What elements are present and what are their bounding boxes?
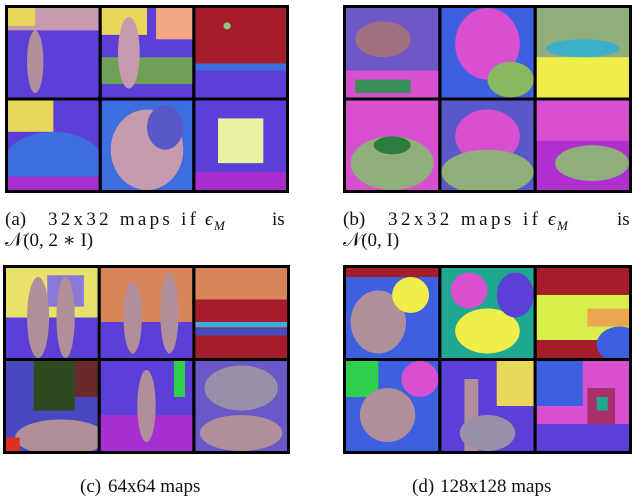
segment	[8, 101, 53, 132]
segment	[137, 370, 155, 442]
map-tile	[195, 268, 287, 358]
map-tile	[537, 361, 629, 451]
map-tile	[102, 8, 193, 98]
segment	[355, 80, 410, 93]
segment	[102, 57, 193, 84]
segment	[537, 101, 629, 141]
map-tile	[537, 101, 629, 191]
map-tile	[346, 361, 438, 451]
segment	[537, 361, 583, 406]
caption-distribution: 𝒩(0, 2 ∗ I)	[5, 230, 93, 251]
segment	[195, 71, 286, 98]
map-tile	[195, 361, 287, 451]
image-panel	[3, 265, 290, 456]
segment	[488, 62, 534, 98]
segment	[555, 145, 629, 181]
map-tile	[195, 101, 286, 191]
segment	[497, 273, 534, 318]
caption-distribution: 𝒩(0, I)	[343, 230, 399, 251]
segment	[147, 105, 183, 150]
segment	[195, 63, 286, 70]
segment	[34, 361, 75, 411]
map-tile	[3, 101, 103, 195]
map-tile	[101, 268, 193, 358]
segment	[546, 39, 620, 57]
caption-text: 128x128 maps	[440, 476, 551, 497]
segment	[156, 8, 192, 39]
segment	[27, 30, 43, 93]
caption-label: (a)	[5, 209, 26, 230]
segment	[587, 309, 629, 327]
segment	[101, 322, 193, 358]
image-panel	[343, 265, 639, 454]
segment	[218, 118, 263, 163]
map-tile	[8, 8, 99, 98]
segment	[6, 438, 20, 452]
map-tile	[441, 101, 533, 195]
map-tile	[441, 361, 533, 451]
map-tile	[346, 8, 438, 98]
segment	[8, 8, 35, 26]
map-tile	[441, 268, 533, 358]
segment	[118, 17, 140, 89]
segment	[8, 177, 99, 190]
segment	[597, 397, 608, 411]
caption-subscript: M	[556, 218, 569, 233]
segment	[15, 420, 107, 456]
map-tile	[346, 268, 438, 358]
segment	[223, 22, 230, 29]
caption-text: 32x32 maps if	[388, 209, 539, 230]
segment	[75, 361, 98, 397]
caption-suffix: is	[617, 209, 630, 230]
map-tile	[537, 268, 639, 363]
segment	[195, 172, 286, 190]
image-panel	[343, 5, 632, 194]
segment	[346, 361, 378, 397]
map-tile	[6, 361, 107, 456]
caption-label: (d)	[412, 476, 434, 497]
map-tile	[6, 268, 98, 358]
segment	[441, 150, 533, 195]
map-tile	[195, 8, 286, 98]
caption-subscript: M	[213, 218, 226, 233]
caption-symbol: ϵ	[548, 209, 557, 230]
segment	[195, 328, 287, 335]
caption-symbol: ϵ	[205, 209, 214, 230]
segment	[374, 136, 411, 154]
segment	[200, 415, 283, 451]
map-tile	[346, 101, 438, 191]
segment	[460, 415, 515, 451]
segment	[451, 273, 488, 309]
segment	[537, 424, 629, 451]
map-tile	[537, 8, 629, 98]
caption-text: 32x32 maps if	[48, 209, 197, 230]
segment	[124, 282, 142, 354]
segment	[6, 318, 98, 359]
segment	[392, 277, 429, 313]
segment	[355, 21, 410, 57]
image-panel	[3, 5, 289, 194]
caption-label: (c)	[80, 476, 101, 497]
map-tile	[102, 101, 193, 191]
segment	[195, 322, 287, 327]
segment	[497, 361, 534, 406]
segment	[27, 277, 49, 358]
segment	[360, 388, 415, 442]
caption-label: (b)	[343, 209, 365, 230]
segment	[346, 268, 438, 277]
segment	[537, 57, 629, 97]
segment	[174, 361, 185, 397]
segment	[56, 277, 74, 358]
figure: (a) 32x32 maps if ϵ M is 𝒩(0, 2 ∗ I) (b)…	[0, 0, 639, 502]
segment	[401, 361, 438, 397]
map-tile	[441, 8, 533, 98]
map-tile	[101, 361, 193, 451]
caption-suffix: is	[272, 209, 285, 230]
caption-text: 64x64 maps	[108, 476, 200, 497]
segment	[160, 273, 178, 354]
segment	[205, 366, 278, 411]
